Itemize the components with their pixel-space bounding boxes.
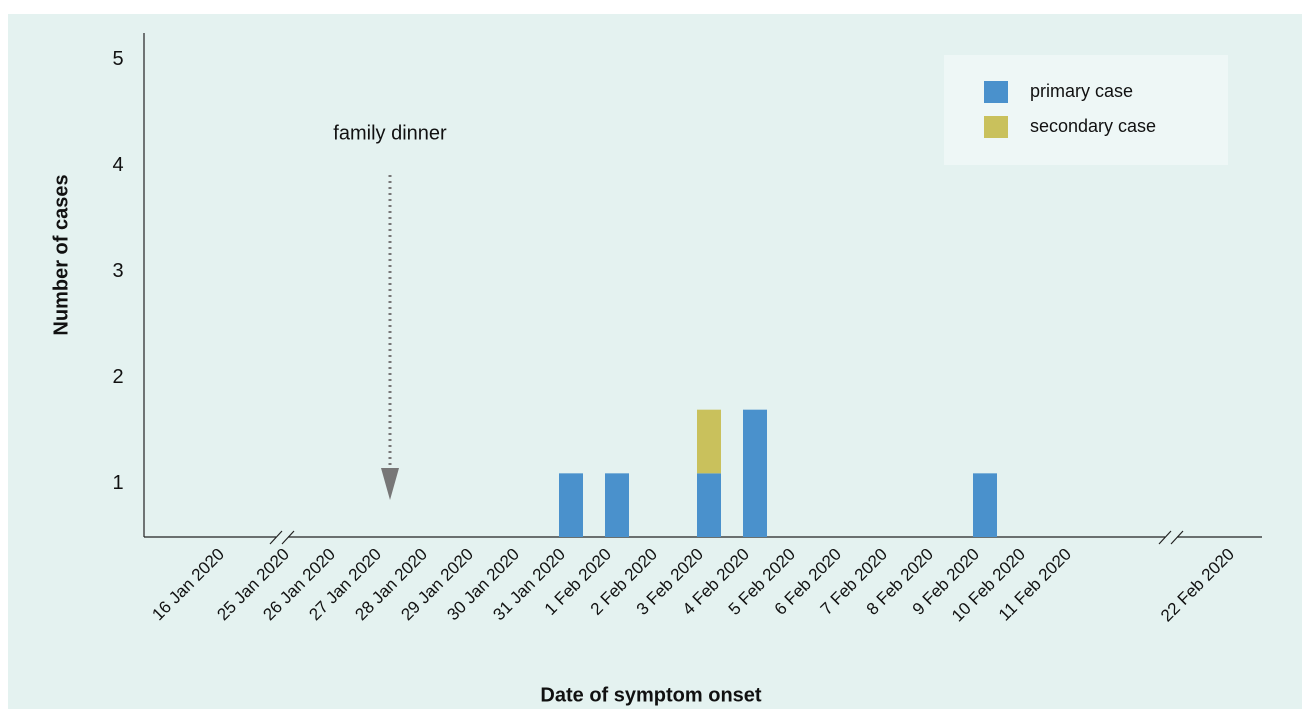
bar bbox=[973, 473, 997, 537]
legend-swatch bbox=[984, 116, 1008, 138]
bar bbox=[697, 409, 721, 474]
legend-label: secondary case bbox=[1030, 116, 1156, 136]
y-tick-label: 2 bbox=[112, 366, 123, 388]
bar bbox=[605, 473, 629, 537]
y-tick-label: 3 bbox=[112, 260, 123, 282]
legend bbox=[944, 55, 1228, 165]
bars bbox=[559, 409, 997, 537]
legend-swatch bbox=[984, 81, 1008, 103]
y-tick-label: 1 bbox=[112, 472, 123, 494]
bar bbox=[697, 473, 721, 537]
x-axis-title: Date of symptom onset bbox=[540, 684, 761, 706]
bar bbox=[743, 409, 767, 537]
bar bbox=[559, 473, 583, 537]
annotation: family dinner bbox=[333, 122, 447, 144]
y-axis-title: Number of cases bbox=[50, 174, 72, 335]
y-tick-label: 4 bbox=[112, 154, 123, 176]
y-tick-label: 5 bbox=[112, 48, 123, 70]
arrow-head bbox=[381, 468, 399, 500]
axis-break bbox=[269, 530, 1184, 545]
legend-label: primary case bbox=[1030, 81, 1133, 101]
